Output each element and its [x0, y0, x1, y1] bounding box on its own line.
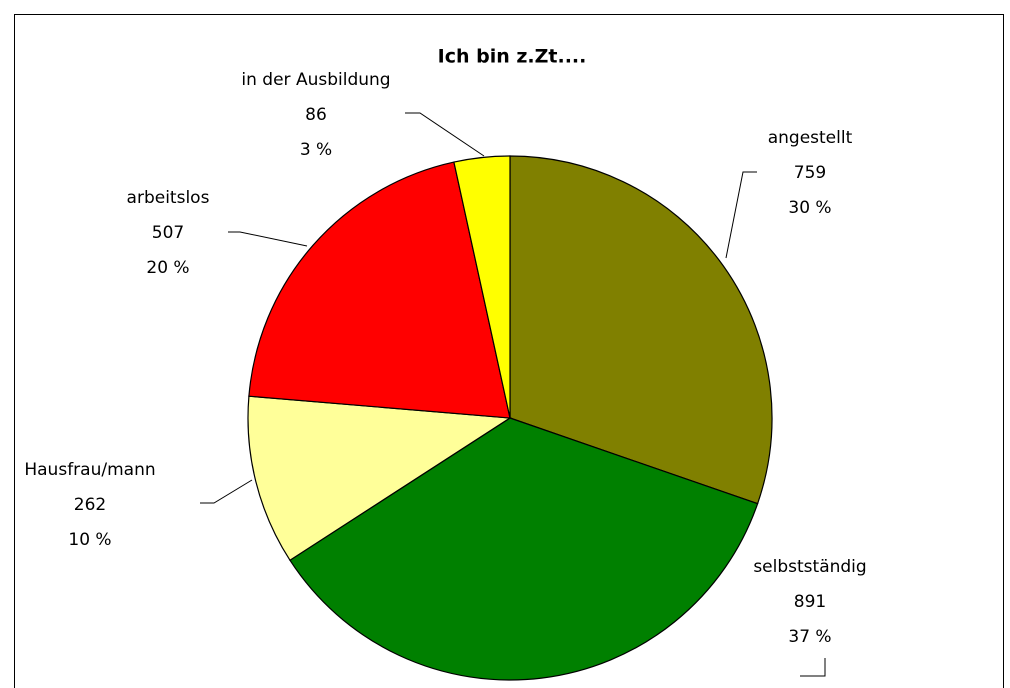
slice-value: 507: [152, 223, 184, 243]
slice-percent: 20 %: [146, 258, 189, 278]
leader-line: [725, 171, 757, 259]
slice-percent: 10 %: [68, 530, 111, 550]
slice-percent: 37 %: [788, 627, 831, 647]
slice-value: 86: [305, 105, 327, 125]
slice-label: arbeitslos: [127, 188, 210, 208]
slice-value: 262: [74, 495, 106, 515]
pie-slice: [247, 395, 512, 562]
slice-value: 759: [794, 163, 826, 183]
leader-line: [200, 479, 253, 504]
slice-label: Hausfrau/mann: [24, 460, 155, 480]
slice-percent: 3 %: [300, 140, 332, 160]
slice-percent: 30 %: [788, 198, 831, 218]
slice-label: in der Ausbildung: [241, 70, 390, 90]
chart-title: Ich bin z.Zt....: [438, 46, 587, 68]
pie-slice: [453, 155, 511, 419]
slice-label: angestellt: [768, 128, 853, 148]
leader-line: [228, 231, 308, 247]
pie-slice: [248, 161, 511, 419]
leader-line: [405, 112, 485, 157]
slice-value: 891: [794, 592, 826, 612]
pie-slice: [509, 155, 773, 505]
slice-label: selbstständig: [753, 557, 866, 577]
pie-slice: [289, 417, 759, 681]
leader-line: [800, 658, 826, 677]
